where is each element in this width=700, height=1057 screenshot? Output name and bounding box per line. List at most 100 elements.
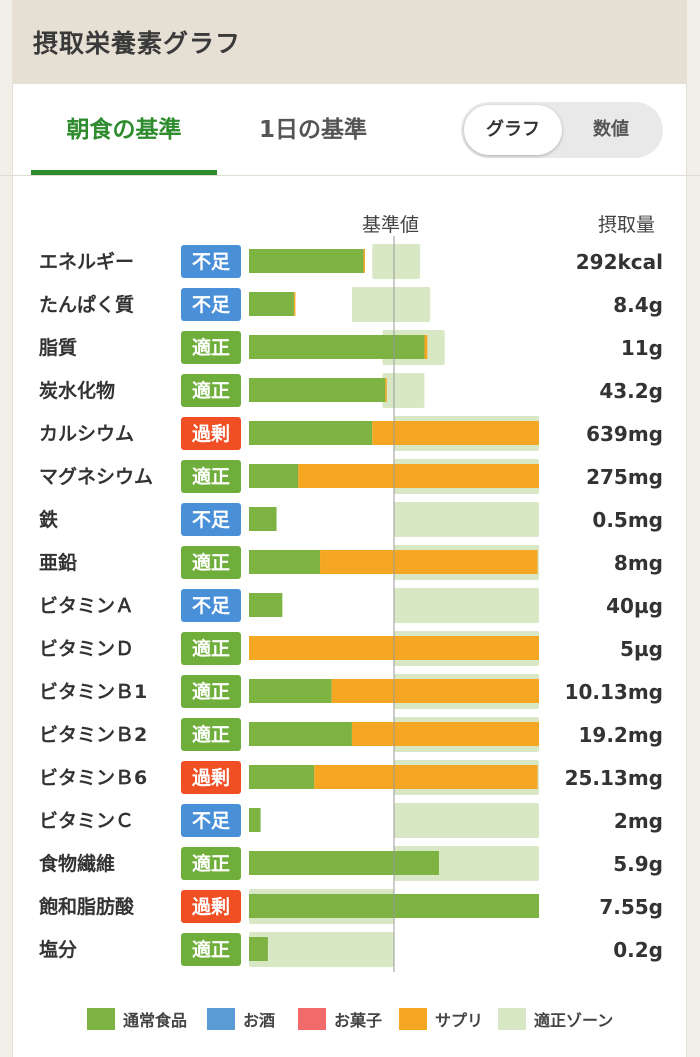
- proper-zone: [394, 588, 539, 623]
- proper-zone: [394, 803, 539, 838]
- nutrient-name: たんぱく質: [39, 293, 134, 316]
- status-badge: [181, 675, 241, 708]
- status-badge-label: 過剰: [192, 895, 230, 918]
- bar-supplement: [314, 765, 538, 789]
- bar-supplement: [320, 550, 538, 574]
- bar-supplement: [363, 249, 365, 273]
- status-badge: [181, 589, 241, 622]
- status-badge-label: 適正: [192, 938, 230, 961]
- status-badge-label: 適正: [192, 336, 230, 359]
- status-badge-label: 適正: [192, 680, 230, 703]
- status-badge: [181, 890, 241, 923]
- bar-normal-food: [249, 550, 321, 574]
- status-badge-label: 過剰: [192, 422, 230, 445]
- status-badge-label: 適正: [192, 551, 230, 574]
- card-header: 摂取栄養素グラフ: [13, 0, 686, 84]
- bar-supplement: [298, 464, 539, 488]
- status-badge: [181, 331, 241, 364]
- toggle-graph-option[interactable]: グラフ: [464, 105, 562, 155]
- nutrient-name: 脂質: [39, 336, 77, 359]
- bar-normal-food: [249, 292, 294, 316]
- bar-normal-food: [249, 421, 373, 445]
- nutrient-name: 亜鉛: [39, 551, 77, 574]
- chart-legend: 通常食品 お酒 お菓子 サプリ 適正ゾーン: [13, 1005, 688, 1033]
- nutrient-name: ビタミンＤ: [39, 638, 134, 660]
- nutrient-name: ビタミンＢ6: [39, 767, 147, 789]
- intake-value: 5.9g: [613, 852, 663, 876]
- intake-value: 8mg: [614, 551, 663, 575]
- intake-value: 275mg: [586, 465, 663, 489]
- status-badge: [181, 804, 241, 837]
- legend-item: 適正ゾーン: [498, 1005, 613, 1033]
- status-badge-label: 不足: [192, 595, 231, 617]
- legend-swatch: [207, 1008, 235, 1030]
- legend-label: 通常食品: [123, 1011, 188, 1030]
- tab-divider: [0, 175, 700, 176]
- status-badge-label: 過剰: [192, 766, 230, 789]
- status-badge-label: 適正: [192, 379, 230, 402]
- bar-supplement: [424, 335, 428, 359]
- nutrient-name: 炭水化物: [39, 379, 115, 402]
- intake-value: 7.55g: [599, 895, 663, 919]
- status-badge: [181, 847, 241, 880]
- toggle-value-option[interactable]: 数値: [593, 119, 629, 140]
- nutrient-name: 鉄: [39, 508, 58, 531]
- intake-value: 40µg: [606, 594, 663, 618]
- tab-daily-standard[interactable]: 1日の基準: [258, 117, 367, 143]
- page-title: 摂取栄養素グラフ: [33, 29, 242, 58]
- legend-swatch: [399, 1008, 427, 1030]
- legend-label: 適正ゾーン: [534, 1011, 614, 1030]
- bar-normal-food: [249, 722, 352, 746]
- bar-normal-food: [249, 378, 386, 402]
- status-badge: [181, 288, 241, 321]
- intake-value: 0.2g: [613, 938, 663, 962]
- status-badge: [181, 417, 241, 450]
- legend-swatch: [298, 1008, 326, 1030]
- nutrient-name: マグネシウム: [39, 465, 153, 488]
- status-badge: [181, 718, 241, 751]
- bar-normal-food: [249, 765, 315, 789]
- tab-breakfast-standard[interactable]: 朝食の基準: [66, 117, 182, 143]
- bar-normal-food: [249, 937, 268, 961]
- status-badge: [181, 245, 241, 278]
- active-tab-indicator: [31, 170, 217, 175]
- intake-value: 639mg: [586, 422, 663, 446]
- bar-supplement: [385, 378, 387, 402]
- status-badge: [181, 503, 241, 536]
- intake-value: 8.4g: [613, 293, 663, 317]
- status-badge: [181, 632, 241, 665]
- status-badge-label: 適正: [192, 852, 230, 875]
- legend-item: サプリ: [399, 1005, 483, 1033]
- nutrient-graph-card: 摂取栄養素グラフ 朝食の基準 1日の基準 グラフ 数値 基準値 摂取量 エネルギ…: [12, 0, 687, 1057]
- legend-swatch: [498, 1008, 526, 1030]
- legend-label: お菓子: [334, 1011, 383, 1030]
- proper-zone: [351, 287, 431, 322]
- standard-value-header: 基準値: [362, 214, 420, 236]
- status-badge: [181, 761, 241, 794]
- status-badge: [181, 933, 241, 966]
- intake-value: 11g: [621, 336, 663, 360]
- status-badge-label: 不足: [192, 509, 231, 531]
- status-badge-label: 不足: [192, 294, 231, 316]
- status-badge-label: 適正: [192, 465, 230, 488]
- status-badge-label: 適正: [192, 723, 230, 746]
- nutrient-name: ビタミンＣ: [39, 810, 134, 832]
- bar-normal-food: [249, 507, 277, 531]
- bar-normal-food: [249, 249, 364, 273]
- legend-item: お酒: [207, 1005, 275, 1033]
- intake-value: 19.2mg: [578, 723, 663, 747]
- legend-swatch: [87, 1008, 115, 1030]
- nutrient-name: ビタミンＢ2: [39, 724, 147, 746]
- view-toggle[interactable]: グラフ 数値: [461, 102, 663, 158]
- bar-normal-food: [249, 593, 283, 617]
- status-badge-label: 不足: [192, 810, 231, 832]
- status-badge: [181, 546, 241, 579]
- intake-value: 2mg: [614, 809, 663, 833]
- intake-value: 5µg: [620, 637, 663, 661]
- nutrient-name: 飽和脂肪酸: [38, 895, 135, 918]
- bar-normal-food: [249, 679, 332, 703]
- bar-supplement: [331, 679, 539, 703]
- status-badge-label: 不足: [192, 251, 231, 273]
- bar-supplement: [351, 722, 539, 746]
